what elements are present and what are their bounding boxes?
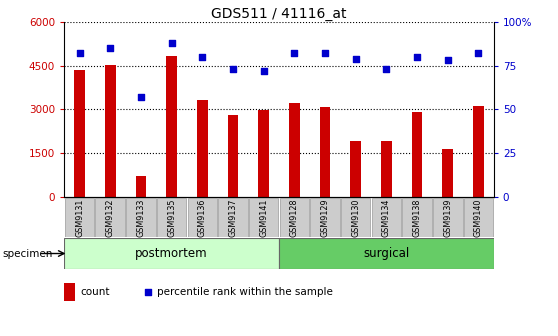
Point (228, 66, 237, 72)
Bar (280, 198, 309, 237)
Point (443, 57, 452, 63)
Bar (65, 198, 94, 237)
Point (198, 54, 206, 59)
Bar (95, 198, 125, 237)
Bar (157, 198, 186, 237)
Point (136, 94, 145, 100)
Text: GSM9138: GSM9138 (412, 198, 422, 237)
Point (259, 68, 268, 74)
Point (320, 51, 329, 56)
Point (351, 56, 360, 61)
Text: GSM9137: GSM9137 (228, 198, 238, 237)
Text: GSM9130: GSM9130 (351, 198, 360, 237)
Text: GSM9139: GSM9139 (443, 198, 453, 237)
Text: count: count (80, 287, 110, 297)
Bar (228, 115, 238, 197)
Text: GSM9135: GSM9135 (167, 198, 176, 237)
Text: GSM9128: GSM9128 (290, 198, 299, 237)
Text: percentile rank within the sample: percentile rank within the sample (157, 287, 333, 297)
Point (75, 51, 84, 56)
Bar (197, 100, 208, 197)
Bar (289, 103, 300, 197)
Text: GSM9132: GSM9132 (105, 198, 115, 237)
Bar (249, 198, 278, 237)
Bar (433, 198, 463, 237)
Text: GSM9133: GSM9133 (136, 198, 146, 237)
Bar (279, 238, 494, 269)
Bar (442, 149, 453, 197)
Text: GSM9129: GSM9129 (320, 198, 330, 237)
Text: GSM9140: GSM9140 (474, 198, 483, 237)
Point (167, 40, 176, 45)
Point (382, 66, 391, 72)
Point (105, 45, 115, 51)
Bar (64, 283, 75, 301)
Text: specimen: specimen (3, 249, 53, 258)
Bar (258, 110, 269, 197)
Bar (412, 112, 422, 197)
Text: surgical: surgical (363, 247, 410, 260)
Bar (105, 65, 116, 197)
Text: postmortem: postmortem (135, 247, 208, 260)
Bar (464, 198, 493, 237)
Bar (341, 198, 371, 237)
Point (474, 51, 483, 56)
Bar (350, 141, 361, 197)
Bar (320, 107, 330, 197)
Bar (402, 198, 432, 237)
Bar (136, 176, 146, 197)
Text: GSM9141: GSM9141 (259, 198, 268, 237)
Bar (473, 106, 484, 197)
Point (290, 51, 299, 56)
Bar (64, 238, 279, 269)
Bar (372, 198, 401, 237)
Text: GSM9136: GSM9136 (198, 198, 207, 237)
Bar (310, 198, 340, 237)
Bar (126, 198, 156, 237)
Bar (74, 70, 85, 197)
Text: GSM9131: GSM9131 (75, 198, 84, 237)
Bar (218, 198, 248, 237)
Bar (166, 56, 177, 197)
Point (412, 54, 421, 59)
Title: GDS511 / 41116_at: GDS511 / 41116_at (211, 7, 347, 21)
Text: GSM9134: GSM9134 (382, 198, 391, 237)
Bar (381, 141, 392, 197)
Bar (187, 198, 217, 237)
